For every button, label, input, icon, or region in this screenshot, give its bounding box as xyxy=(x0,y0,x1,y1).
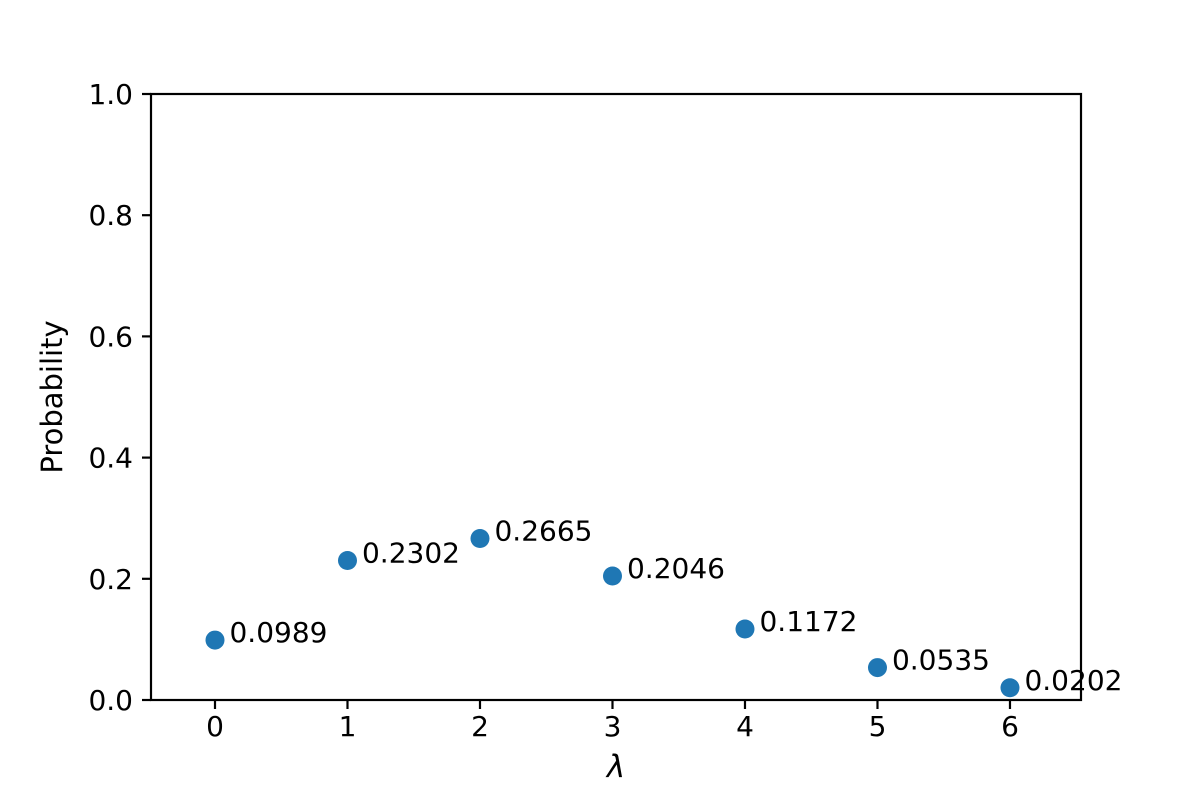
x-axis-label: λ xyxy=(605,749,625,785)
plot-generated-content: 0 1 2 3 4 5 6 0.0 0.2 0.4 0.6 0.8 1.0 0.0989 0.2302 0.2… xyxy=(88,78,1122,743)
x-tick-label: 4 xyxy=(736,710,754,743)
x-tick-label: 3 xyxy=(604,710,622,743)
data-point xyxy=(337,550,357,570)
x-tick-label: 5 xyxy=(869,710,887,743)
y-tick-label: 0.8 xyxy=(88,199,133,232)
plot-area-border xyxy=(149,92,1083,702)
point-value-label: 0.0202 xyxy=(1024,664,1122,697)
y-tick-label: 0.4 xyxy=(88,442,133,475)
y-tick-label: 0.6 xyxy=(88,320,133,353)
data-point xyxy=(470,529,490,549)
data-point xyxy=(602,566,622,586)
data-point xyxy=(1000,678,1020,698)
x-tick-label: 6 xyxy=(1001,710,1019,743)
y-tick-label: 0.2 xyxy=(88,563,133,596)
point-value-label: 0.2046 xyxy=(627,552,725,585)
y-axis-label: Probability xyxy=(35,320,69,473)
y-tick-label: 1.0 xyxy=(88,78,133,111)
point-value-label: 0.1172 xyxy=(759,605,857,638)
x-tick-label: 0 xyxy=(206,710,224,743)
x-tick-label: 1 xyxy=(339,710,357,743)
x-tick-label: 2 xyxy=(471,710,489,743)
point-value-label: 0.2665 xyxy=(494,515,592,548)
data-point xyxy=(735,619,755,639)
data-point xyxy=(205,630,225,650)
y-tick-label: 0.0 xyxy=(88,684,133,717)
data-point xyxy=(867,658,887,678)
point-value-label: 0.2302 xyxy=(362,536,460,569)
point-value-label: 0.0989 xyxy=(229,616,327,649)
point-value-label: 0.0535 xyxy=(892,644,990,677)
